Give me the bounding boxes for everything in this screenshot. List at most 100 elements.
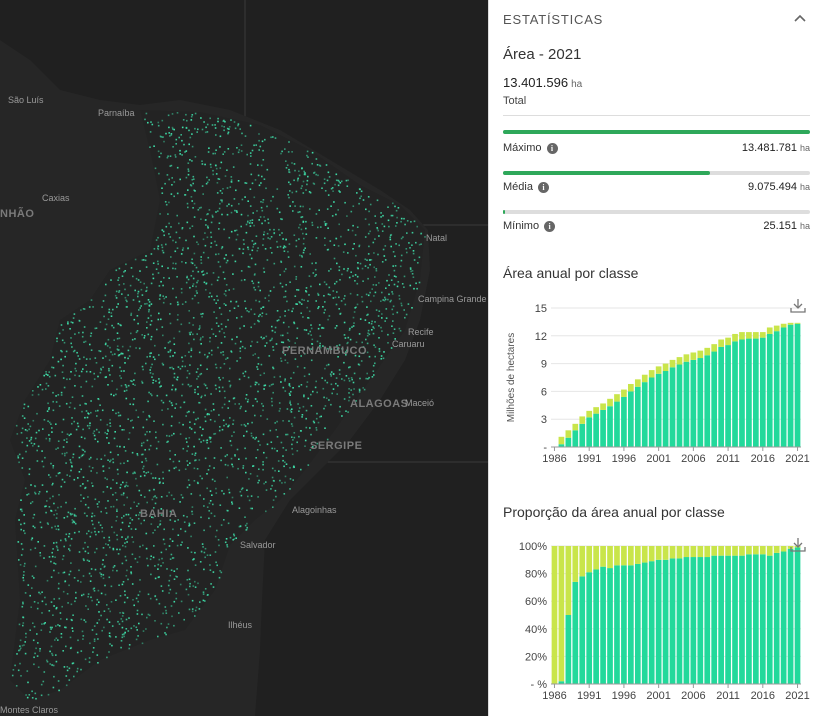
bar-segment[interactable] — [739, 339, 745, 447]
bar-segment[interactable] — [655, 366, 662, 374]
bar-segment[interactable] — [697, 358, 704, 447]
bar-segment[interactable] — [621, 565, 627, 684]
bar-segment[interactable] — [579, 423, 586, 447]
bar-segment[interactable] — [718, 555, 724, 684]
bar-segment[interactable] — [669, 558, 676, 684]
bar-segment[interactable] — [753, 338, 759, 447]
bar-segment[interactable] — [697, 557, 704, 684]
bar-segment[interactable] — [669, 367, 676, 447]
bar-segment[interactable] — [732, 555, 738, 684]
bar-segment[interactable] — [593, 546, 599, 570]
bar-segment[interactable] — [662, 363, 669, 372]
bar-segment[interactable] — [572, 581, 579, 684]
bar-segment[interactable] — [579, 416, 586, 424]
chevron-up-icon[interactable] — [792, 10, 808, 26]
proportion-chart[interactable]: - %20%40%60%80%100%1986 1991 1996 2001 2006 2… — [489, 530, 818, 716]
bar-segment[interactable] — [683, 354, 690, 362]
download-icon[interactable] — [790, 299, 806, 313]
map-view[interactable]: São Luís Parnaíba Caxias NHÃO Natal Campina G… — [0, 0, 488, 716]
bar-segment[interactable] — [607, 406, 613, 447]
bar-segment[interactable] — [773, 546, 780, 553]
bar-segment[interactable] — [586, 417, 593, 447]
bar-segment[interactable] — [614, 565, 620, 684]
bar-segment[interactable] — [683, 546, 690, 558]
bar-segment[interactable] — [551, 546, 558, 684]
bar-segment[interactable] — [753, 332, 759, 339]
bar-segment[interactable] — [718, 339, 724, 347]
bar-segment[interactable] — [558, 444, 565, 447]
bar-segment[interactable] — [711, 555, 718, 684]
bar-segment[interactable] — [704, 355, 711, 447]
bar-segment[interactable] — [662, 546, 669, 560]
bar-segment[interactable] — [676, 357, 683, 365]
bar-segment[interactable] — [780, 323, 787, 328]
bar-segment[interactable] — [697, 350, 704, 359]
bar-segment[interactable] — [655, 559, 662, 684]
bar-segment[interactable] — [600, 403, 606, 410]
bar-segment[interactable] — [759, 546, 766, 555]
bar-segment[interactable] — [648, 561, 655, 684]
bar-segment[interactable] — [773, 552, 780, 684]
bar-segment[interactable] — [690, 546, 697, 558]
bar-segment[interactable] — [662, 559, 669, 684]
bar-segment[interactable] — [648, 377, 655, 448]
bar-segment[interactable] — [676, 364, 683, 447]
bar-segment[interactable] — [725, 546, 731, 556]
bar-segment[interactable] — [766, 546, 773, 556]
bar-segment[interactable] — [628, 565, 634, 684]
bar-segment[interactable] — [746, 338, 752, 447]
bar-segment[interactable] — [794, 322, 801, 324]
bar-segment[interactable] — [648, 370, 655, 378]
bar-segment[interactable] — [655, 546, 662, 560]
bar-segment[interactable] — [787, 324, 794, 447]
bar-segment[interactable] — [600, 409, 606, 447]
bar-segment[interactable] — [690, 352, 697, 360]
bar-segment[interactable] — [732, 341, 738, 447]
bar-segment[interactable] — [662, 371, 669, 447]
bar-segment[interactable] — [669, 359, 676, 368]
bar-segment[interactable] — [787, 322, 794, 325]
bar-segment[interactable] — [704, 546, 711, 558]
download-icon[interactable] — [790, 538, 806, 552]
map-canvas[interactable] — [0, 0, 488, 716]
bar-segment[interactable] — [711, 546, 718, 556]
bar-segment[interactable] — [780, 546, 787, 552]
info-icon[interactable]: i — [537, 181, 549, 193]
bar-segment[interactable] — [579, 576, 586, 684]
bar-segment[interactable] — [794, 547, 801, 684]
info-icon[interactable]: i — [546, 142, 558, 154]
bar-segment[interactable] — [773, 331, 780, 447]
bar-segment[interactable] — [704, 347, 711, 356]
bar-segment[interactable] — [732, 546, 738, 556]
bar-segment[interactable] — [641, 562, 648, 684]
bar-segment[interactable] — [565, 437, 572, 447]
bar-segment[interactable] — [641, 546, 648, 563]
bar-segment[interactable] — [780, 327, 787, 447]
bar-segment[interactable] — [572, 430, 579, 447]
bar-segment[interactable] — [621, 389, 627, 397]
bar-segment[interactable] — [621, 396, 627, 447]
bar-segment[interactable] — [690, 557, 697, 684]
bar-segment[interactable] — [628, 383, 634, 392]
bar-segment[interactable] — [586, 546, 593, 573]
bar-segment[interactable] — [648, 546, 655, 562]
bar-segment[interactable] — [600, 546, 606, 567]
bar-segment[interactable] — [593, 413, 599, 447]
bar-segment[interactable] — [607, 398, 613, 407]
bar-segment[interactable] — [558, 681, 565, 684]
bar-segment[interactable] — [676, 558, 683, 684]
bar-segment[interactable] — [766, 555, 773, 684]
bar-segment[interactable] — [711, 351, 718, 447]
bar-segment[interactable] — [634, 379, 641, 387]
bar-segment[interactable] — [655, 373, 662, 447]
bar-segment[interactable] — [572, 546, 579, 582]
bar-segment[interactable] — [634, 546, 641, 564]
bar-segment[interactable] — [683, 557, 690, 684]
bar-segment[interactable] — [586, 572, 593, 684]
bar-segment[interactable] — [586, 410, 593, 418]
bar-segment[interactable] — [593, 407, 599, 414]
bar-segment[interactable] — [614, 394, 620, 402]
bar-segment[interactable] — [614, 546, 620, 566]
bar-segment[interactable] — [739, 332, 745, 340]
bar-segment[interactable] — [621, 546, 627, 566]
